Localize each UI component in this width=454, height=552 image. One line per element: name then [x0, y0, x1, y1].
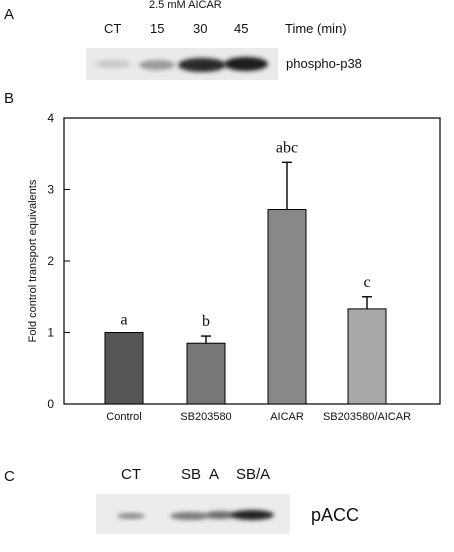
lane-label-c-sb: SB [181, 466, 202, 483]
bar-control [104, 332, 144, 405]
significance-label: a [120, 312, 127, 329]
western-blot-phospho-p38 [86, 48, 278, 80]
blot-label-pacc: pACC [311, 505, 360, 525]
bar-sb203580-aicar [347, 308, 387, 405]
time-axis-label: Time (min) [285, 21, 347, 36]
blot-band-ct [95, 60, 131, 68]
western-blot-pacc [96, 494, 290, 534]
lane-label-c-sba: SB/A [236, 466, 271, 483]
x-category-label: SB203580 [180, 411, 231, 423]
blot-label-phospho-p38: phospho-p38 [286, 56, 362, 71]
blot-band-30 [178, 58, 226, 72]
panel-c-letter: C [4, 468, 15, 485]
y-axis-label: Fold control transport equivalents [27, 179, 39, 342]
x-category-label: AICAR [270, 411, 304, 423]
y-tick-label: 2 [47, 254, 54, 268]
y-tick-label: 4 [47, 111, 54, 125]
blot-band-c-ct [117, 513, 145, 519]
panel-a-letter: A [4, 6, 15, 23]
y-tick-label: 1 [47, 326, 54, 340]
significance-label: b [202, 313, 210, 330]
x-category-label: Control [106, 411, 141, 423]
lane-label-15: 15 [150, 21, 165, 36]
lane-label-c-a: A [209, 466, 220, 483]
bar-sb203580 [186, 342, 226, 405]
treatment-label: 2.5 mM AICAR [149, 0, 222, 11]
lane-label-30: 30 [193, 21, 208, 36]
blot-band-15 [139, 60, 175, 70]
significance-label: abc [276, 139, 298, 156]
panel-b-letter: B [4, 90, 15, 107]
blot-band-45 [224, 57, 268, 71]
bar-aicar [267, 209, 307, 405]
blot-band-c-sba [230, 510, 274, 520]
y-tick-label: 0 [47, 397, 54, 411]
lane-label-45: 45 [234, 21, 249, 36]
blot-band-c-sb [170, 512, 210, 520]
bar-chart: 0 1 2 3 4 Fold control transport equivalents a… [27, 111, 441, 423]
blot-band-c-a [206, 511, 234, 519]
significance-label: c [363, 274, 370, 291]
lane-label-ct: CT [104, 21, 122, 36]
lane-label-c-ct: CT [121, 466, 141, 483]
x-category-label: SB203580/AICAR [323, 411, 411, 423]
y-tick-label: 3 [47, 183, 54, 197]
